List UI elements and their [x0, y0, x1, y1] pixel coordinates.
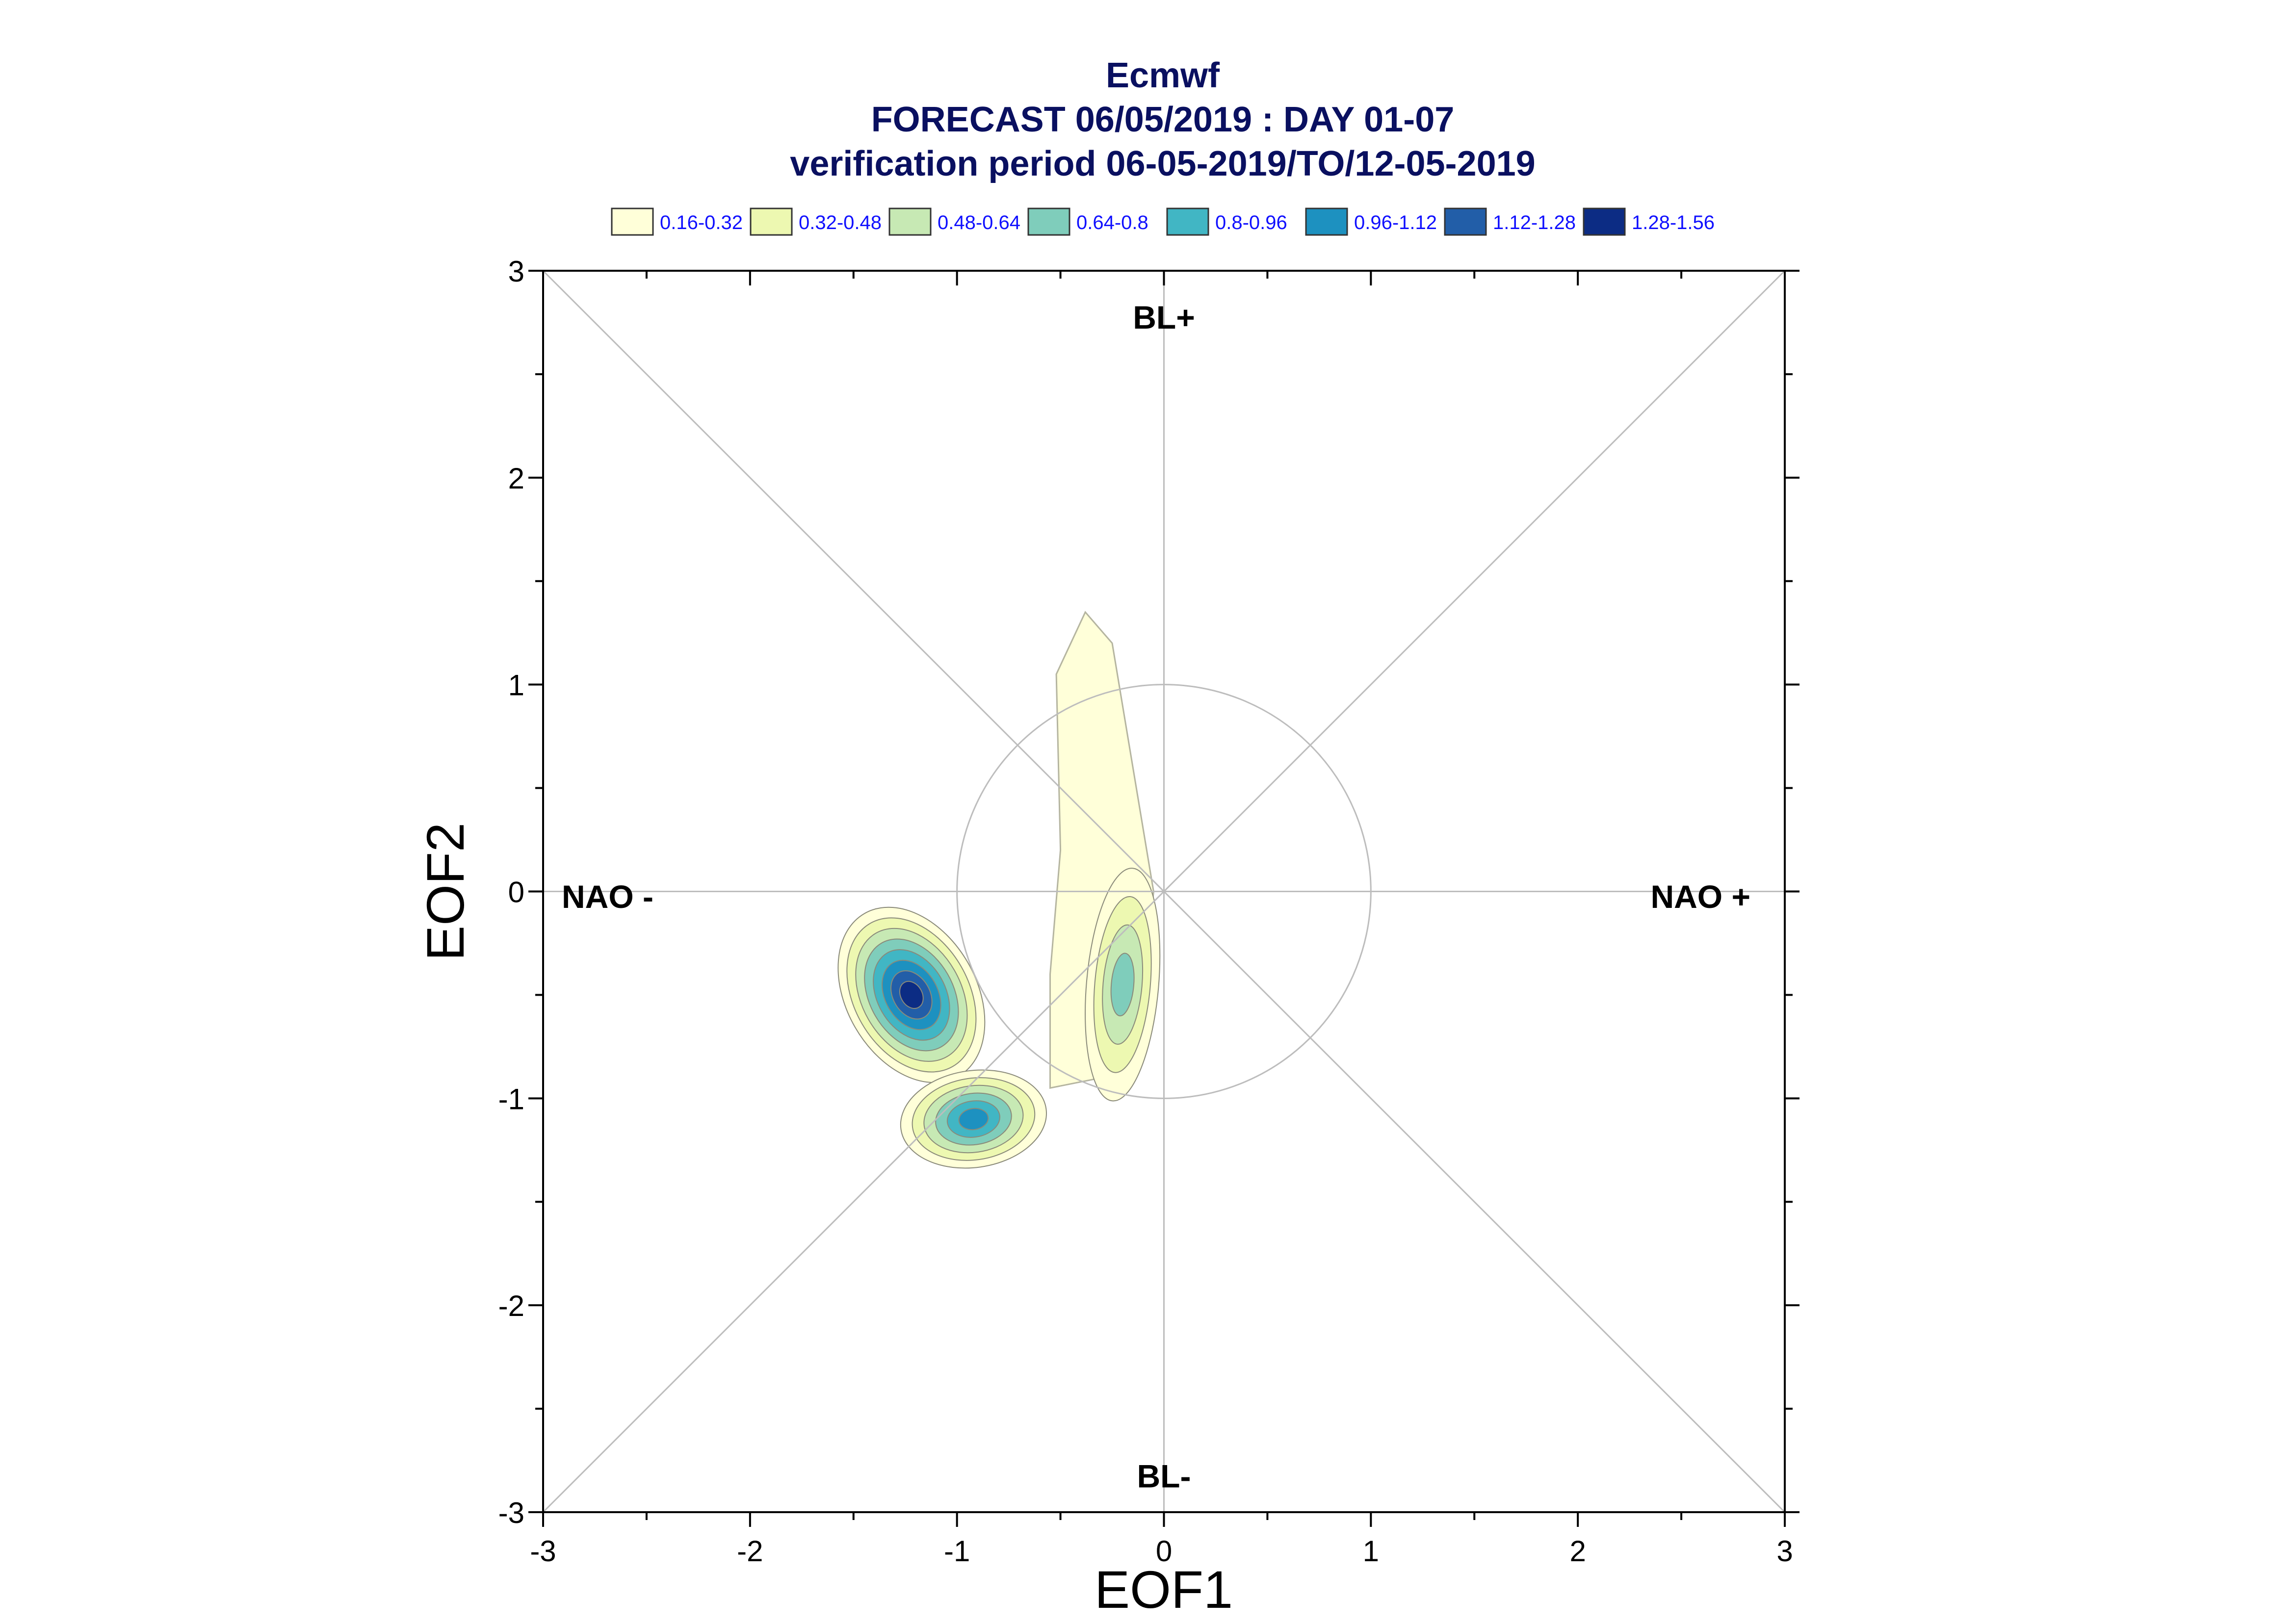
legend-label: 1.28-1.56 [1632, 212, 1715, 233]
y-tick-label: -3 [498, 1496, 524, 1529]
legend-swatch [611, 207, 654, 236]
legend-swatch [888, 207, 932, 236]
legend-label: 0.96-1.12 [1354, 212, 1437, 233]
chart-subtitle: FORECAST 06/05/2019 : DAY 01-07 [871, 100, 1455, 139]
legend-swatch [750, 207, 793, 236]
regime-labels: BL+ BL- NAO - NAO + [562, 299, 1750, 1494]
legend-label: 0.16-0.32 [660, 212, 743, 233]
reference-lines [542, 270, 1786, 1513]
x-tick-label: 2 [1569, 1535, 1586, 1568]
x-tick-label: 1 [1363, 1535, 1379, 1568]
x-tick-label: -1 [944, 1535, 970, 1568]
regime-label: BL- [1137, 1458, 1191, 1494]
legend-label: 0.8-0.96 [1215, 212, 1287, 233]
legend-label: 0.48-0.64 [938, 212, 1020, 233]
regime-label: BL+ [1133, 299, 1195, 335]
x-tick-label: -2 [737, 1535, 763, 1568]
y-tick-label: 3 [508, 255, 524, 288]
y-tick-label: 1 [508, 669, 524, 702]
x-tick-label: 3 [1776, 1535, 1793, 1568]
legend-swatch [1166, 207, 1209, 236]
plot-area: -3 -2 -1 0 1 2 3 -3 -2 -1 0 1 2 3 BL+ BL- NAO - NAO + [498, 255, 1799, 1568]
y-tick-label: -1 [498, 1083, 524, 1115]
legend: 0.16-0.32 0.32-0.48 0.48-0.64 0.64-0.8 0.8-0… [611, 207, 1715, 236]
unit-circle [956, 684, 1372, 1099]
x-tick-label: 0 [1156, 1535, 1172, 1568]
regime-label: NAO + [1650, 878, 1750, 915]
x-axis-title: EOF1 [1095, 1560, 1233, 1619]
y-axis-title: EOF2 [416, 823, 475, 961]
regime-label: NAO - [562, 878, 653, 915]
contour-blob-1-level-8 [899, 980, 924, 1009]
legend-swatch [1583, 207, 1626, 236]
legend-swatch [1027, 207, 1070, 236]
legend-label: 0.64-0.8 [1076, 212, 1148, 233]
x-tick-label: -3 [530, 1535, 556, 1568]
legend-swatch [1305, 207, 1348, 236]
density-contours [837, 611, 1161, 1169]
chart-title: Ecmwf [1106, 56, 1220, 95]
contour-blob-2-level-6 [958, 1108, 989, 1131]
axis-ticks: -3 -2 -1 0 1 2 3 -3 -2 -1 0 1 2 3 [498, 255, 1799, 1568]
y-tick-label: -2 [498, 1289, 524, 1322]
chart-subtitle-2: verification period 06-05-2019/TO/12-05-… [790, 144, 1535, 183]
legend-label: 0.32-0.48 [799, 212, 882, 233]
contour-blob-3-level-4 [1110, 953, 1135, 1017]
y-tick-label: 0 [508, 876, 524, 909]
legend-swatch [1444, 207, 1487, 236]
y-tick-label: 2 [508, 462, 524, 495]
legend-label: 1.12-1.28 [1493, 212, 1576, 233]
